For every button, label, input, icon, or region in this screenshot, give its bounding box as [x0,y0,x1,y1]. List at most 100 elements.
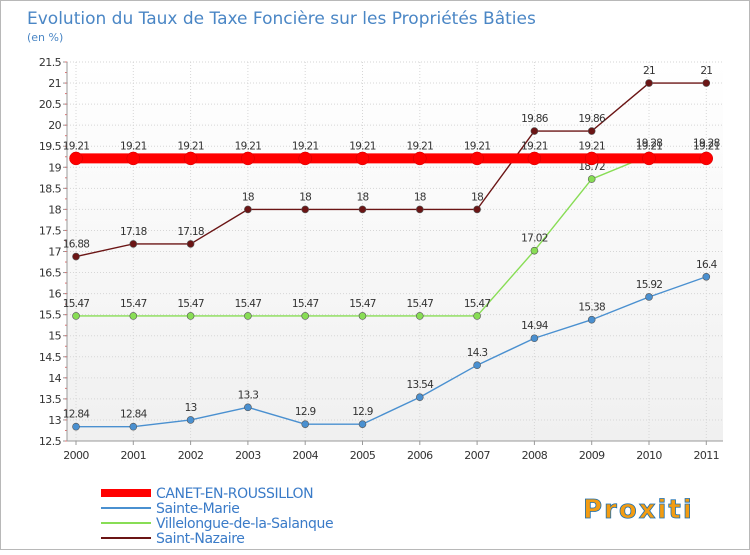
data-point [186,416,195,424]
data-point [702,79,711,87]
data-point [69,151,83,166]
data-point [470,151,484,166]
chart-subtitle: (en %) [27,31,63,44]
data-label: 14.94 [521,320,549,332]
data-point [530,127,539,135]
data-point [473,361,481,370]
data-label: 17.18 [177,226,204,238]
series-canet-en-roussillon: 19.21 19.21 19.21 19.21 19.21 19.21 19.21 19.21… [63,140,720,166]
data-label: 19.21 [177,140,204,152]
y-axis: 12.5 13 13.5 14 14.5 15 15.5 16 16.5 17 17.5 18 18.5… [39,56,68,448]
y-tick-label: 13.5 [39,393,62,406]
data-point [699,151,714,166]
data-point [72,252,80,261]
data-label: 19.21 [464,140,491,152]
series-saint-nazaire: 16.88 17.18 17.18 18 18 18 18 18 19.86 19.86 21 21 [63,65,713,261]
data-label: 19.86 [521,113,549,125]
y-tick-label: 20 [48,119,61,132]
y-tick-label: 15 [48,330,61,343]
y-tick-label: 20.5 [39,98,62,111]
series-line [76,154,707,317]
x-tick-label: 2002 [178,449,204,462]
legend-label: CANET-EN-ROUSSILLON [156,486,313,502]
series-line [75,82,707,258]
data-label: 16.88 [63,239,90,251]
data-point [244,205,252,214]
data-label: 15.47 [177,298,204,310]
data-point [358,312,367,320]
data-label: 19.86 [578,113,606,125]
data-label: 18 [357,191,369,203]
y-tick-label: 19 [48,161,61,174]
y-tick-label: 17.5 [39,224,62,237]
data-label: 21 [643,65,655,77]
data-label: 18 [414,191,426,203]
data-label: 15.38 [578,302,605,314]
data-label: 19.21 [521,140,548,152]
y-tick-label: 19.5 [39,140,62,153]
data-label: 16.4 [696,259,718,271]
y-tick-label: 21.5 [39,56,62,69]
x-tick-label: 2009 [579,449,605,462]
data-point [301,420,310,428]
data-point [244,312,252,320]
x-tick-label: 2006 [407,449,433,462]
data-label: 15.47 [349,298,376,310]
x-tick-label: 2004 [292,449,318,462]
data-point [415,205,424,214]
y-tick-label: 14 [48,372,61,385]
data-point [183,151,198,166]
data-point [241,151,255,166]
data-label: 18.72 [578,161,605,173]
data-point [584,151,599,166]
x-tick-label: 2007 [464,449,490,462]
data-point [702,272,711,281]
data-point [415,393,424,402]
grid [67,61,723,442]
data-point [527,151,542,166]
data-point [355,151,370,166]
series-sainte-marie: 12.84 12.84 13 13.3 12.9 12.9 13.54 14.3 14.94 15… [63,259,718,431]
y-tick-label: 13 [48,414,61,427]
data-point [129,240,138,248]
data-label: 12.9 [352,406,373,418]
data-label: 19.21 [693,140,720,152]
legend-label: Saint-Nazaire [156,531,245,547]
x-tick-label: 2000 [63,449,89,462]
brand-logo-text: Proxiti [583,495,694,525]
chart-title: Evolution du Taux de Taxe Foncière sur l… [27,9,536,29]
plot-area [67,62,723,441]
data-label: 13 [185,402,197,414]
proxiti-logo: Proxiti [583,495,694,526]
y-tick-label: 18.5 [39,182,62,195]
data-label: 15.92 [636,279,663,291]
data-label: 19.21 [63,140,90,152]
data-point [244,403,252,412]
y-tick-label: 17 [48,246,61,259]
x-axis: 2000 2001 2002 2003 2004 2005 2006 2007 2008 2009… [63,440,723,462]
legend-label: Villelongue-de-la-Salanque [156,516,333,532]
data-label: 18 [242,191,254,203]
data-point [186,240,195,248]
y-tick-label: 14.5 [39,351,62,364]
data-point [358,420,367,428]
data-point [72,422,80,431]
data-point [413,151,427,166]
data-label: 19.28 [693,137,720,149]
data-point [587,127,596,135]
data-label: 19.28 [636,137,663,149]
data-label: 12.9 [295,406,316,418]
data-label: 19.21 [235,140,262,152]
data-point [473,312,481,320]
data-point [186,312,195,320]
legend: CANET-EN-ROUSSILLONSainte-MarieVillelong… [101,486,334,547]
x-tick-label: 2005 [350,449,376,462]
data-label: 12.84 [120,409,148,421]
data-label: 17.02 [521,233,548,245]
data-label: 15.47 [464,298,491,310]
data-label: 19.21 [636,140,663,152]
y-tick-label: 18 [48,203,61,216]
data-label: 15.47 [292,298,319,310]
